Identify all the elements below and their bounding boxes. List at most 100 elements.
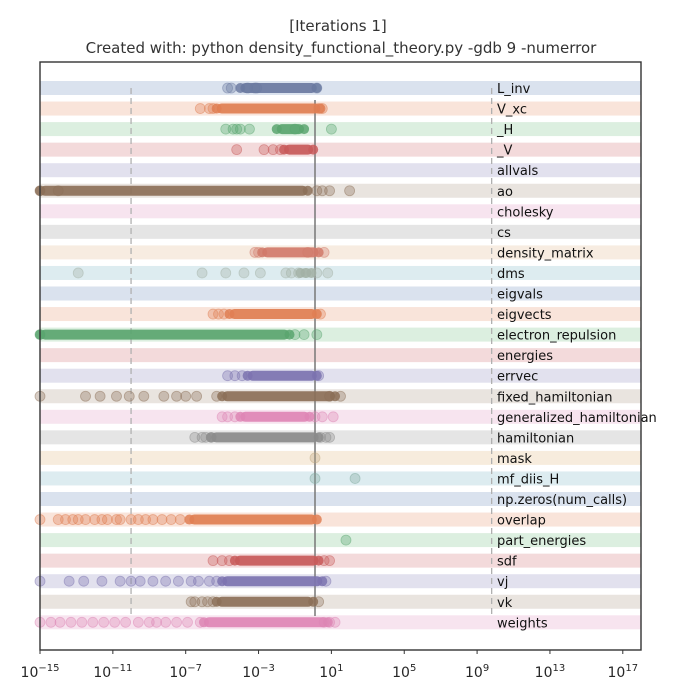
row-band (40, 286, 641, 301)
data-point (120, 616, 131, 628)
x-tick-base: 10 (392, 665, 410, 681)
row-label: cs (497, 226, 511, 241)
data-point (125, 575, 137, 587)
data-point (318, 616, 330, 628)
data-point (206, 432, 217, 443)
data-point (147, 514, 159, 525)
data-points (34, 82, 361, 628)
data-point (45, 616, 57, 628)
x-tick-base: 10 (21, 665, 39, 681)
dense-point-cluster (234, 555, 319, 566)
row-label: _V (496, 144, 513, 159)
row-band (40, 163, 641, 178)
data-point (311, 329, 323, 341)
data-point (138, 390, 150, 402)
dense-point-cluster (40, 329, 290, 340)
row-label: overlap (497, 514, 546, 529)
data-point (147, 575, 159, 587)
row-label: mask (497, 452, 532, 467)
data-point (171, 616, 182, 628)
row-bands (40, 81, 641, 630)
data-point (174, 514, 186, 525)
data-point (325, 123, 337, 135)
data-point (289, 123, 301, 135)
row-label: L_inv (497, 82, 531, 97)
data-point (80, 390, 91, 402)
data-point (196, 267, 208, 279)
row-band (40, 224, 641, 239)
row-label: electron_repulsion (497, 329, 616, 344)
data-point (216, 411, 228, 423)
dense-point-cluster (276, 124, 305, 135)
dense-point-cluster (216, 596, 314, 607)
data-point (249, 246, 261, 258)
data-point (279, 144, 290, 155)
data-point (72, 267, 84, 279)
data-point (251, 82, 263, 94)
data-point (194, 616, 206, 628)
row-band (40, 615, 641, 630)
data-point (311, 82, 323, 94)
data-point (202, 596, 213, 608)
data-point (335, 390, 346, 402)
data-point (194, 103, 206, 114)
data-point (317, 576, 328, 587)
x-tick-label: 10−15 (21, 663, 60, 681)
row-label: dms (497, 267, 525, 282)
data-point (235, 411, 246, 422)
row-band (40, 142, 641, 157)
data-point (324, 431, 335, 443)
plot-frame (39, 61, 642, 651)
data-point (229, 555, 240, 566)
dense-point-cluster (216, 103, 321, 114)
data-point (306, 267, 317, 278)
data-point (302, 185, 313, 196)
data-point (207, 555, 219, 567)
row-label: part_energies (497, 534, 586, 549)
x-tick-label: 1017 (608, 663, 639, 681)
data-point (213, 308, 224, 320)
row-label: vk (497, 596, 513, 611)
x-tick-label: 105 (392, 663, 416, 681)
data-point (327, 411, 339, 423)
data-point (254, 267, 266, 279)
x-tick-exponent: −7 (187, 663, 202, 674)
data-point (231, 144, 243, 156)
row-band (40, 348, 641, 363)
row-label: hamiltonian (497, 431, 574, 446)
data-point (320, 575, 332, 587)
data-point (315, 308, 326, 320)
data-point (313, 555, 324, 566)
data-point (253, 246, 264, 258)
dense-point-cluster (229, 309, 317, 320)
data-point (111, 514, 122, 525)
x-tick-exponent: 9 (483, 663, 489, 674)
dense-point-cluster (262, 247, 319, 258)
row-band (40, 81, 641, 95)
dense-point-cluster (240, 411, 310, 422)
row-band (40, 265, 641, 280)
data-point (63, 575, 75, 587)
x-tick-base: 10 (535, 665, 553, 681)
data-point (207, 596, 219, 608)
data-point (329, 616, 341, 628)
row-label: cholesky (497, 205, 554, 220)
data-point (160, 616, 172, 628)
data-point (311, 185, 323, 197)
data-point (114, 514, 126, 525)
x-tick-label: 10−3 (242, 663, 275, 681)
data-point (313, 247, 324, 258)
data-point (160, 575, 172, 587)
x-axis-ticks: 10−15 10−11 10−7 10−3 101 105 109 1013 1017 (21, 650, 639, 681)
data-point (225, 82, 237, 94)
data-point (274, 144, 286, 156)
row-band (40, 533, 641, 548)
data-point (311, 267, 323, 279)
row-label: density_matrix (497, 246, 594, 261)
data-point (87, 616, 99, 628)
data-point (165, 514, 177, 525)
row-label: weights (497, 616, 548, 631)
dense-point-cluster (284, 144, 314, 155)
data-point (94, 390, 106, 402)
